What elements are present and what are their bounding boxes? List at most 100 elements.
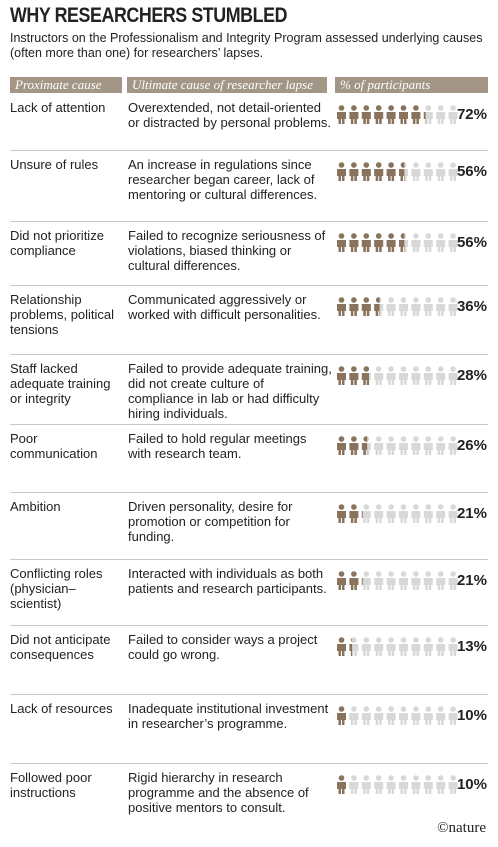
icon-body [337, 713, 346, 725]
icon-body [386, 782, 396, 794]
icon-head [400, 297, 407, 303]
filled-icons [337, 571, 363, 590]
icon-head [400, 775, 407, 781]
icon-head [425, 706, 432, 712]
icon-body [448, 373, 458, 385]
icon-body [423, 644, 433, 656]
ultimate-cause: Failed to consider ways a project could … [128, 632, 318, 662]
value-label: 26% [456, 437, 487, 454]
icon-body [448, 443, 458, 455]
icon-body [386, 578, 396, 590]
icon-body [448, 511, 458, 523]
proximate-cause: Did not prioritize compliance [10, 228, 104, 258]
icon-body [436, 112, 446, 124]
icon-body [386, 240, 396, 252]
icon-body [374, 169, 384, 181]
icon-head [351, 297, 357, 303]
icon-body [386, 373, 396, 385]
empty-icons [337, 775, 458, 794]
icon-head [425, 637, 432, 643]
icon-head [375, 637, 382, 643]
column-header: % of participants [335, 77, 488, 93]
value-label: 10% [456, 776, 487, 793]
icon-body [337, 511, 346, 523]
icon-body [349, 443, 359, 455]
pictogram [337, 706, 458, 725]
icon-head [375, 297, 380, 303]
proximate-cause: Ambition [10, 499, 61, 514]
icon-head [437, 436, 444, 442]
icon-head [450, 233, 456, 239]
icon-head [363, 637, 370, 643]
row-separator [10, 492, 488, 493]
icon-head [338, 105, 345, 111]
icon-head [437, 162, 444, 168]
icon-body [423, 304, 433, 316]
icon-head [437, 637, 444, 643]
icon-body [411, 511, 421, 523]
pictogram [337, 571, 458, 590]
icon-head [363, 706, 370, 712]
icon-body [436, 782, 446, 794]
proximate-cause: Followed poor instructions [10, 770, 92, 800]
icon-body [436, 169, 446, 181]
value-label: 13% [456, 638, 487, 655]
icon-body [374, 578, 384, 590]
icon-head [413, 504, 419, 510]
icon-body [411, 169, 421, 181]
icon-head [400, 706, 407, 712]
icon-body [386, 112, 396, 124]
row-separator [10, 221, 488, 222]
icon-head [450, 436, 456, 442]
icon-head [375, 105, 382, 111]
ultimate-cause: Interacted with individuals as both pati… [128, 566, 327, 596]
icon-head [413, 162, 419, 168]
icon-head [425, 436, 432, 442]
icon-head [400, 366, 407, 372]
ultimate-cause: Failed to recognize seriousness of viola… [128, 228, 326, 273]
row-separator [10, 354, 488, 355]
icon-body [448, 644, 458, 656]
icon-head [375, 366, 382, 372]
empty-icons [337, 637, 458, 656]
icon-body [361, 713, 371, 725]
icon-head [351, 162, 357, 168]
icon-body [361, 304, 371, 316]
icon-head [425, 571, 432, 577]
icon-body [411, 443, 421, 455]
icon-body [386, 443, 396, 455]
icon-head [351, 105, 357, 111]
icon-head [338, 233, 345, 239]
icon-head [388, 706, 394, 712]
icon-head [400, 504, 407, 510]
icon-body [423, 112, 426, 124]
icon-body [349, 511, 359, 523]
icon-body [386, 169, 396, 181]
pictogram [337, 162, 458, 181]
pictogram [337, 637, 458, 656]
pictogram [337, 297, 458, 316]
icon-body [411, 240, 421, 252]
row-separator [10, 424, 488, 425]
pictogram [337, 775, 458, 794]
icon-head [338, 297, 345, 303]
icon-body [337, 578, 346, 590]
icon-body [411, 304, 421, 316]
icon-head [351, 706, 357, 712]
filled-icons [337, 436, 368, 455]
icon-body [448, 240, 458, 252]
value-label: 21% [456, 572, 487, 589]
icon-body [436, 373, 446, 385]
icon-body [448, 112, 458, 124]
icon-head [437, 775, 444, 781]
icon-head [388, 162, 394, 168]
proximate-cause: Did not anticipate consequences [10, 632, 111, 662]
icon-head [413, 233, 419, 239]
icon-head [338, 436, 345, 442]
icon-head [388, 297, 394, 303]
value-label: 56% [456, 163, 487, 180]
icon-body [423, 578, 433, 590]
icon-head [351, 637, 353, 643]
icon-body [349, 782, 359, 794]
icon-head [450, 504, 456, 510]
